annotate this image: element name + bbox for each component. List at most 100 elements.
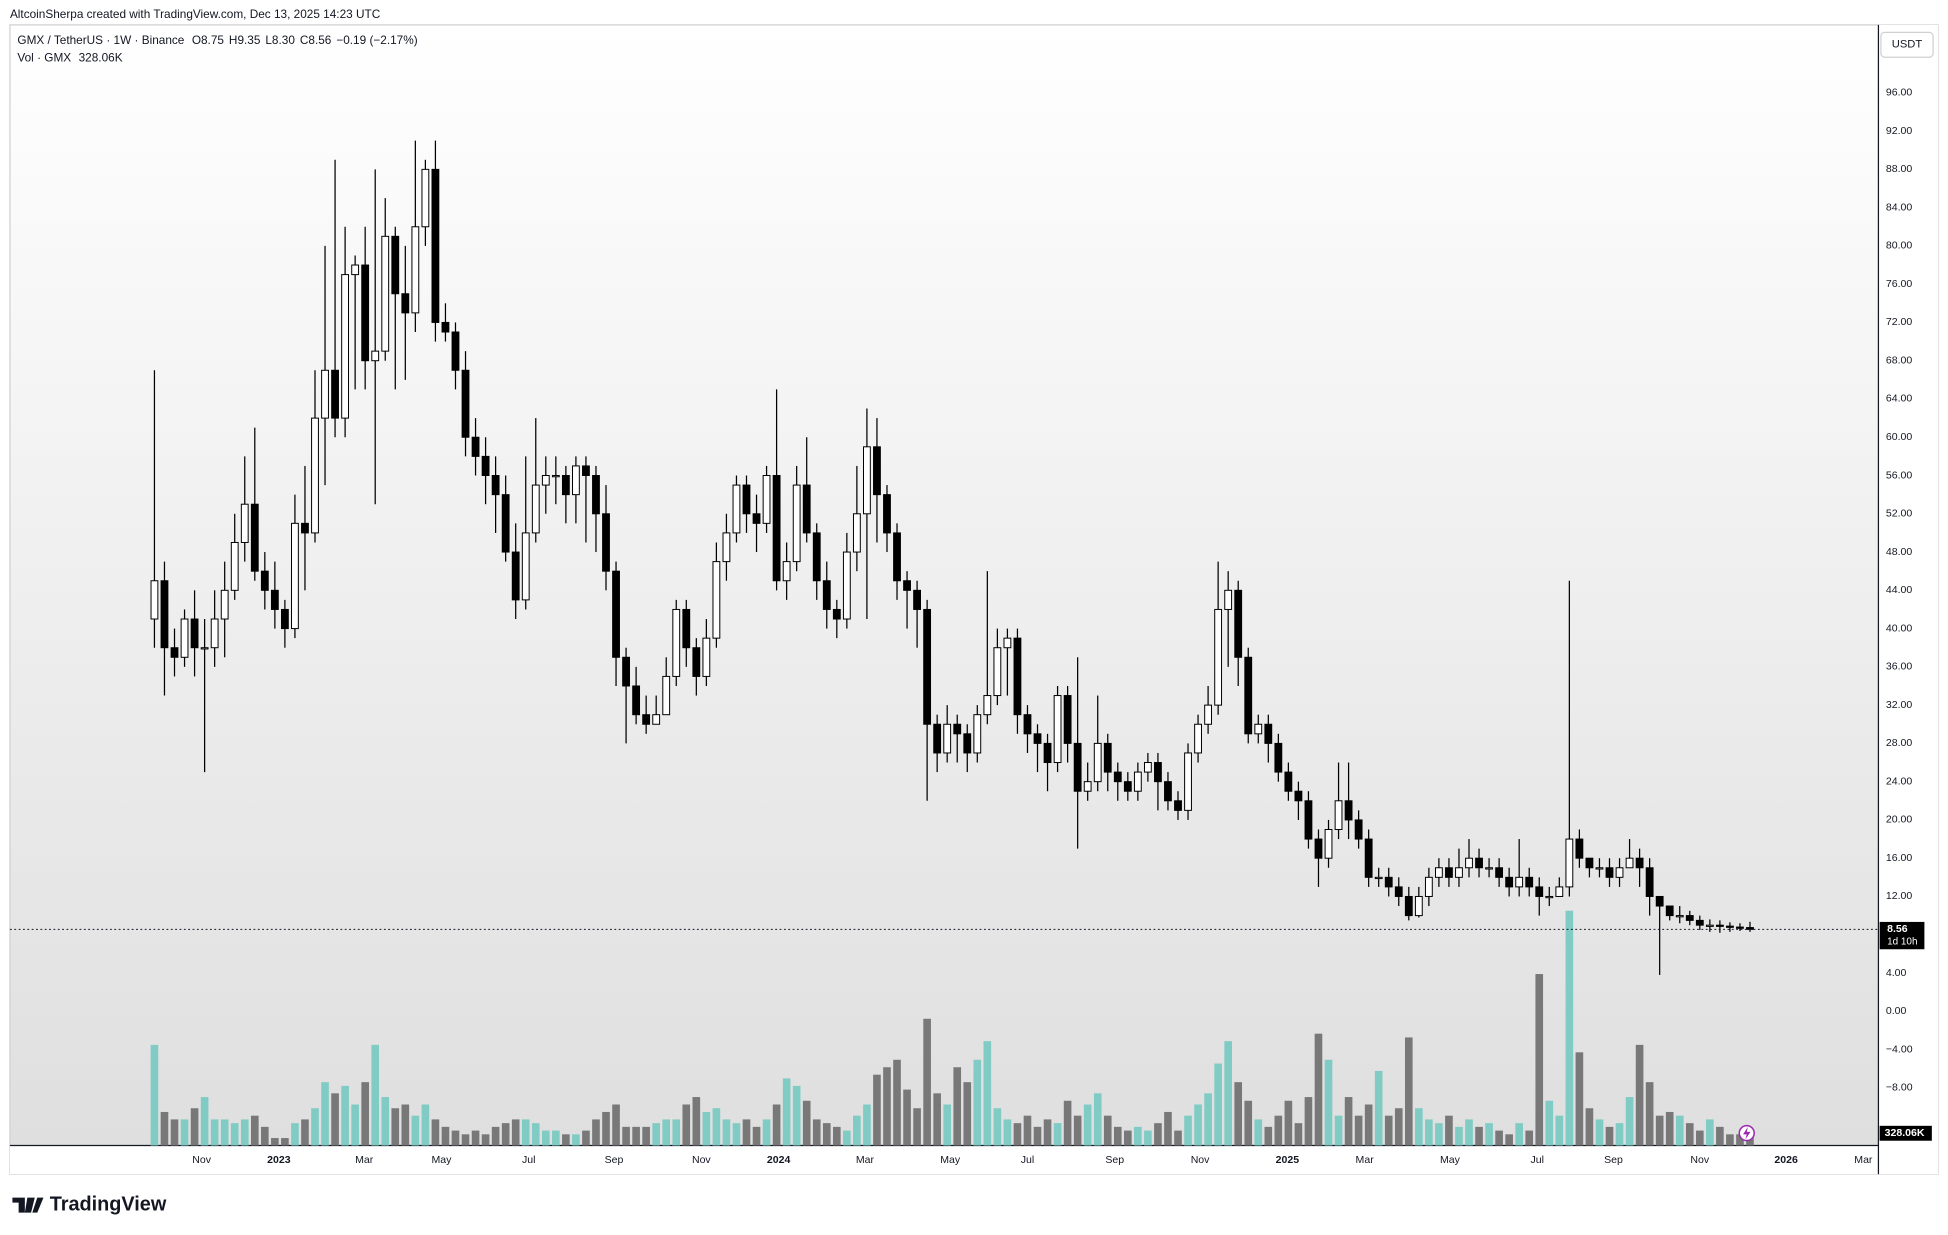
candle-body <box>471 436 480 457</box>
candle-body <box>832 608 841 620</box>
x-tick-label: Sep <box>1105 1154 1124 1166</box>
volume-bar <box>200 1097 209 1146</box>
x-tick-label: Jul <box>1021 1154 1034 1166</box>
x-tick-label: May <box>1440 1154 1461 1166</box>
volume-bar <box>943 1104 952 1146</box>
x-tick-label: Sep <box>1604 1154 1623 1166</box>
volume-bar <box>1555 1115 1564 1146</box>
bolt[interactable] <box>1743 1126 1751 1140</box>
y-tick-label: 96.00 <box>1886 87 1913 99</box>
volume-bar <box>1083 1104 1092 1146</box>
volume-bar <box>431 1119 440 1146</box>
volume-bar <box>1013 1123 1022 1146</box>
candle-body <box>1334 800 1343 830</box>
volume-bar <box>933 1093 941 1146</box>
candle-body <box>200 647 209 650</box>
volume-bar <box>973 1059 982 1146</box>
volume-bar <box>853 1115 861 1146</box>
volume-bar <box>291 1123 299 1146</box>
y-tick-label: 52.00 <box>1886 508 1913 520</box>
volume-bar <box>1675 1115 1684 1146</box>
volume-legend: Vol · GMX 328.06K <box>17 51 122 65</box>
volume-bar <box>511 1119 520 1146</box>
volume-bar <box>983 1041 992 1146</box>
volume-bar <box>742 1119 751 1146</box>
candle-body <box>521 532 530 601</box>
y-tick-label: 36.00 <box>1886 661 1913 673</box>
symbol: GMX / TetherUS · 1W · Binance <box>17 33 184 47</box>
volume-bar <box>843 1130 851 1146</box>
candle-body <box>1505 876 1514 888</box>
candle-body <box>280 608 289 630</box>
volume-bar <box>913 1108 921 1146</box>
candle-body <box>1615 867 1624 878</box>
volume-bar <box>1073 1115 1082 1146</box>
candle-body <box>1685 915 1694 921</box>
candle-body <box>953 723 962 735</box>
candle-body <box>561 475 570 496</box>
y-tick-label: 48.00 <box>1886 546 1913 558</box>
candle-body <box>822 580 831 610</box>
volume-bar <box>321 1082 329 1146</box>
candle-body <box>1705 924 1714 927</box>
volume-bar <box>993 1108 1002 1146</box>
candle-body <box>230 541 239 591</box>
volume-bar <box>401 1104 410 1146</box>
volume-bar <box>762 1119 771 1146</box>
volume-bar <box>1364 1104 1373 1146</box>
x-tick-label: Sep <box>605 1154 624 1166</box>
volume-bar <box>652 1123 660 1146</box>
candle-body <box>1364 838 1373 878</box>
volume-bar <box>923 1018 931 1146</box>
candle-body <box>1284 771 1293 792</box>
candle-body <box>531 484 540 534</box>
volume-bar <box>692 1097 701 1146</box>
y-tick-label: 32.00 <box>1886 699 1913 711</box>
candle-body <box>1605 867 1614 878</box>
candle-body <box>1063 695 1072 744</box>
volume-bar <box>1374 1070 1383 1146</box>
candle-body <box>1495 867 1504 878</box>
y-tick-label: 16.00 <box>1886 852 1913 864</box>
volume-bar <box>1043 1119 1052 1146</box>
candle-body <box>983 695 992 716</box>
candle-body <box>873 446 881 496</box>
legend: GMX / TetherUS · 1W · Binance O8.75 H9.35 L… <box>17 33 417 47</box>
volume-bar <box>953 1067 962 1146</box>
candle-body <box>511 551 520 601</box>
candle-body <box>1736 926 1744 929</box>
volume-bar <box>893 1059 901 1146</box>
volume-bar <box>1645 1082 1654 1146</box>
volume-bar <box>170 1119 179 1146</box>
candle-body <box>481 455 490 477</box>
volume-bar <box>1394 1108 1403 1146</box>
volume-bar <box>531 1123 540 1146</box>
y-tick-label: 76.00 <box>1886 278 1913 290</box>
candle-body <box>1073 742 1082 792</box>
volume-bar <box>461 1134 470 1146</box>
bolt-icon[interactable] <box>1738 1124 1755 1142</box>
currency-box[interactable] <box>1880 31 1934 58</box>
volume-bar <box>150 1044 159 1146</box>
volume-bar <box>1023 1115 1032 1146</box>
countdown: 1d 10h <box>1887 936 1917 947</box>
volume-bar <box>1565 910 1574 1146</box>
y-tick-label: 92.00 <box>1886 125 1913 137</box>
candle-body <box>1314 838 1323 859</box>
volume-bar <box>812 1119 821 1146</box>
currency[interactable]: USDT <box>1892 39 1923 51</box>
volume-bar <box>1535 974 1544 1146</box>
candle-body <box>1133 771 1142 792</box>
candle-body <box>381 235 390 352</box>
candle-body <box>1204 704 1213 725</box>
legend-high: H9.35 <box>229 33 261 47</box>
candle-body <box>551 475 560 478</box>
candle-body <box>1294 790 1303 802</box>
volume-bar <box>562 1134 570 1146</box>
candle-body <box>170 647 179 658</box>
candle-body <box>883 494 891 534</box>
candle-body <box>341 274 350 419</box>
volume-bar <box>491 1126 500 1146</box>
volume-bar <box>1465 1119 1473 1146</box>
candle-body <box>541 475 550 486</box>
